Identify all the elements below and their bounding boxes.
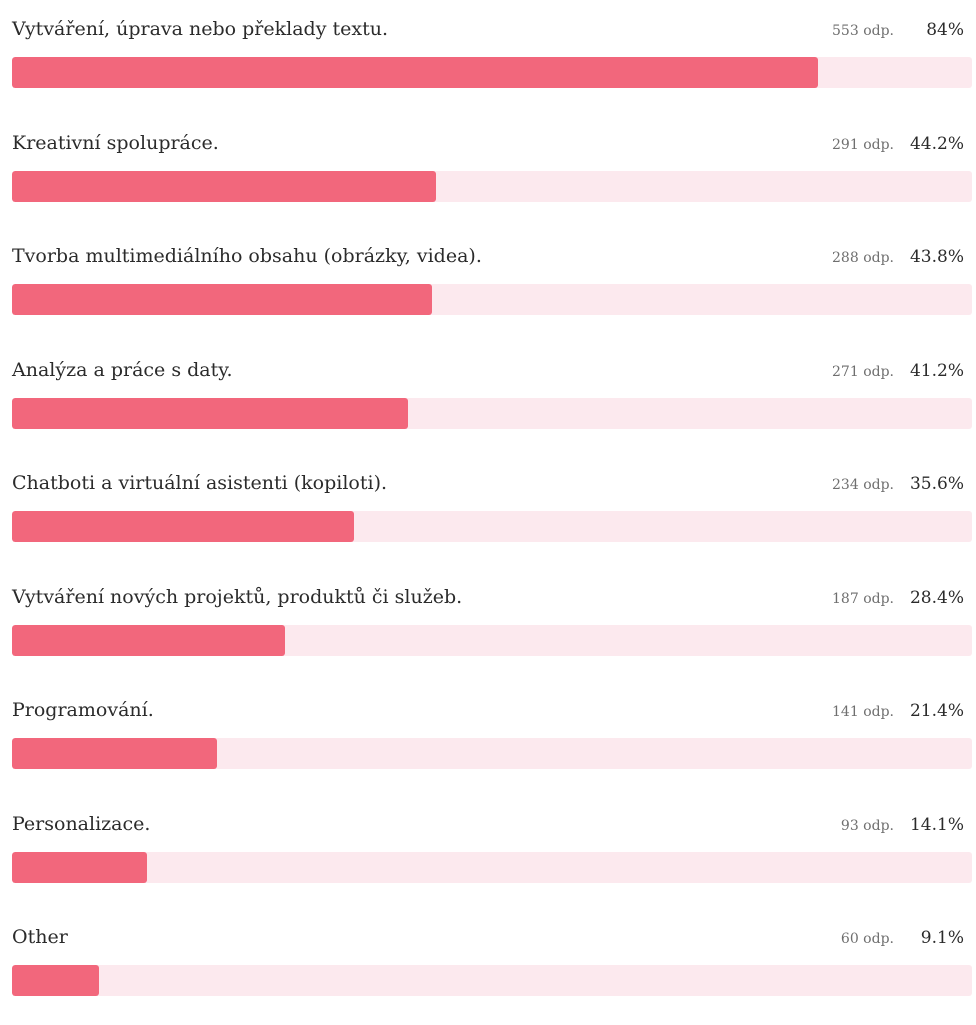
chart-row: Tvorba multimediálního obsahu (obrázky, … <box>0 244 976 344</box>
chart-row: Analýza a práce s daty. 271 odp. 41.2% <box>0 358 976 458</box>
category-label: Other <box>12 926 68 948</box>
category-label: Tvorba multimediálního obsahu (obrázky, … <box>12 245 482 267</box>
percentage-label: 28.4% <box>909 587 964 608</box>
response-count-label: 234 odp. <box>832 477 894 493</box>
percentage-label: 21.4% <box>909 701 964 721</box>
percentage-label: 35.6% <box>909 474 964 494</box>
category-label: Programování. <box>12 699 154 721</box>
bar-fill <box>12 851 148 883</box>
bar-fill <box>12 397 408 429</box>
percentage-label: 41.2% <box>909 360 964 381</box>
bar-fill <box>12 738 218 769</box>
response-count-label: 60 odp. <box>840 931 894 947</box>
chart-row: Other 60 odp. 9.1% <box>0 925 976 1025</box>
bar-fill <box>12 511 354 542</box>
response-count-label: 93 odp. <box>840 817 894 834</box>
category-label: Personalizace. <box>12 812 151 835</box>
category-label: Vytváření, úprava nebo překlady textu. <box>12 18 388 40</box>
percentage-label: 14.1% <box>909 814 964 835</box>
category-label: Vytváření nových projektů, produktů či s… <box>12 585 463 608</box>
chart-row: Programování. 141 odp. 21.4% <box>0 698 976 798</box>
bar-fill <box>12 57 819 88</box>
response-count-label: 271 odp. <box>832 363 894 380</box>
percentage-label: 43.8% <box>909 247 964 267</box>
bar-track <box>12 284 972 315</box>
chart-row: Vytváření nových projektů, produktů či s… <box>0 585 976 685</box>
response-bar-chart: Vytváření, úprava nebo překlady textu. 55… <box>0 17 976 996</box>
chart-row: Kreativní spolupráce. 291 odp. 44.2% <box>0 131 976 231</box>
bar-track <box>12 624 972 656</box>
bar-fill <box>12 624 285 656</box>
bar-track <box>12 397 972 429</box>
response-count-label: 187 odp. <box>832 590 894 607</box>
category-label: Chatboti a virtuální asistenti (kopiloti… <box>12 472 388 494</box>
percentage-label: 44.2% <box>909 133 964 154</box>
bar-track <box>12 965 972 996</box>
category-label: Analýza a práce s daty. <box>12 358 233 381</box>
response-count-label: 553 odp. <box>832 23 894 39</box>
bar-track <box>12 738 972 769</box>
percentage-label: 84% <box>926 20 964 40</box>
bar-fill <box>12 284 433 315</box>
response-count-label: 141 odp. <box>832 704 894 720</box>
response-count-label: 288 odp. <box>832 250 894 266</box>
bar-fill <box>12 965 100 996</box>
chart-row: Vytváření, úprava nebo překlady textu. 55… <box>0 17 976 117</box>
response-count-label: 291 odp. <box>832 136 894 153</box>
percentage-label: 9.1% <box>920 928 964 948</box>
bar-track <box>12 851 972 883</box>
bar-track <box>12 170 972 202</box>
category-label: Kreativní spolupráce. <box>12 131 219 154</box>
chart-row: Chatboti a virtuální asistenti (kopiloti… <box>0 471 976 571</box>
bar-track <box>12 57 972 88</box>
bar-fill <box>12 170 437 202</box>
bar-track <box>12 511 972 542</box>
chart-row: Personalizace. 93 odp. 14.1% <box>0 812 976 912</box>
